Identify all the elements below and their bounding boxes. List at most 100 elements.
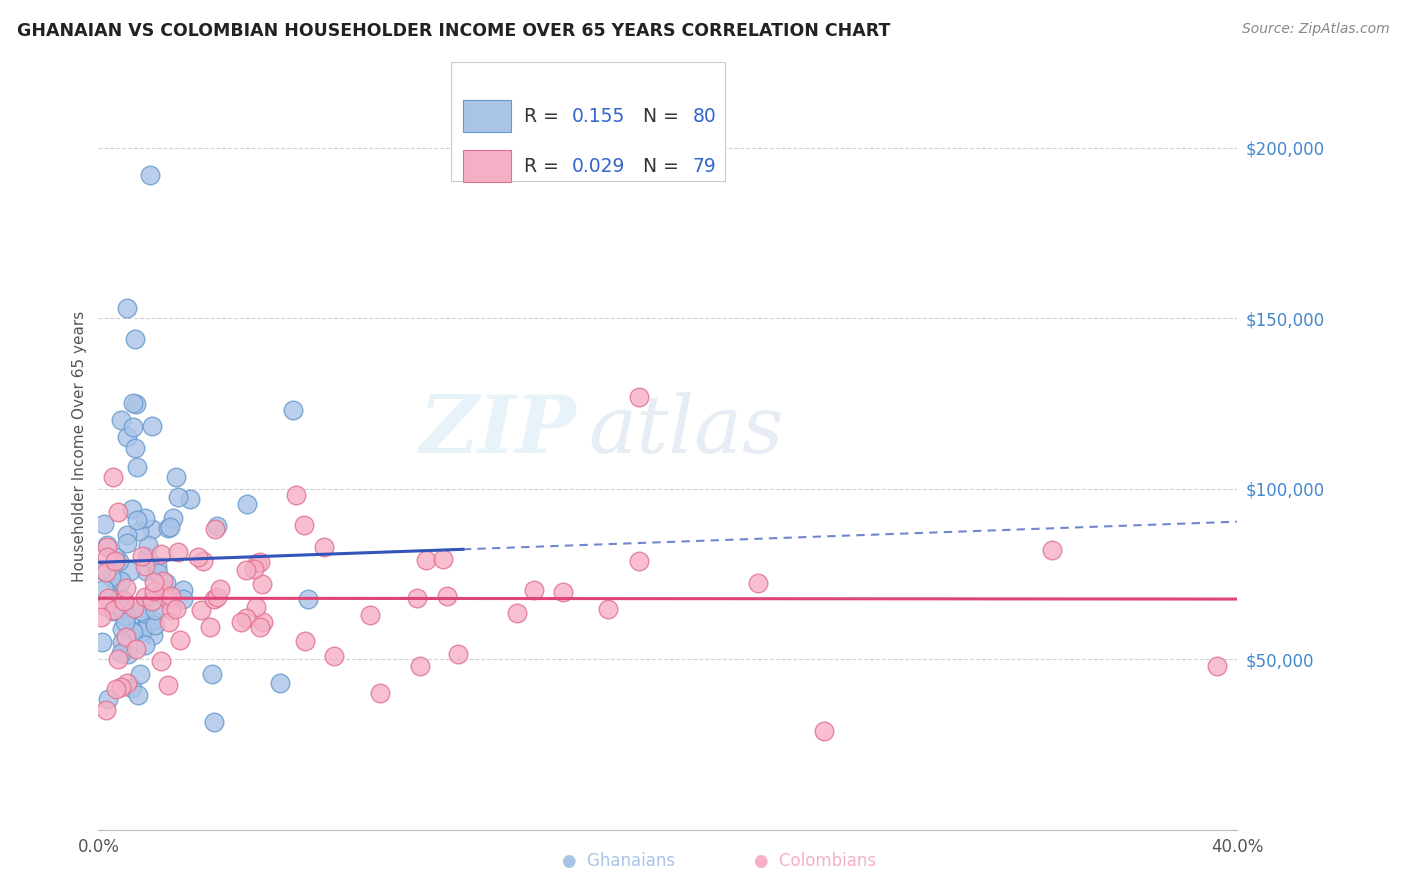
Point — [167, 490, 190, 504]
Point — [93, 582, 115, 596]
Point — [121, 420, 143, 434]
Point — [165, 601, 187, 615]
FancyBboxPatch shape — [463, 100, 510, 132]
Point — [134, 511, 156, 525]
Point — [523, 582, 546, 597]
Point — [165, 470, 187, 484]
Point — [115, 527, 138, 541]
Point — [131, 549, 153, 563]
Point — [152, 587, 174, 601]
Point — [136, 537, 159, 551]
Point — [141, 594, 163, 608]
Point — [114, 615, 136, 630]
Point — [103, 603, 125, 617]
Point — [252, 576, 274, 591]
Point — [269, 676, 291, 690]
Text: 80: 80 — [693, 107, 717, 126]
Point — [131, 624, 153, 638]
Point — [292, 517, 315, 532]
Point — [104, 549, 127, 564]
Point — [125, 397, 148, 411]
Point — [208, 582, 231, 596]
Point — [187, 549, 209, 564]
Point — [90, 610, 112, 624]
Point — [142, 583, 165, 598]
Point — [160, 603, 183, 617]
Point — [111, 622, 134, 636]
Point — [135, 617, 157, 632]
Point — [105, 581, 128, 595]
Point — [231, 615, 253, 629]
Point — [447, 647, 470, 661]
Point — [136, 550, 159, 565]
Point — [198, 620, 221, 634]
Point — [167, 545, 190, 559]
Point — [243, 562, 266, 576]
Text: 79: 79 — [693, 157, 717, 176]
Point — [97, 591, 120, 606]
Point — [93, 517, 115, 532]
Point — [201, 667, 224, 681]
Point — [131, 600, 153, 615]
Point — [202, 714, 225, 729]
Text: Source: ZipAtlas.com: Source: ZipAtlas.com — [1241, 22, 1389, 37]
Text: N =: N = — [631, 157, 685, 176]
Point — [134, 559, 156, 574]
Point — [246, 556, 269, 570]
Text: 0.155: 0.155 — [572, 107, 626, 126]
Point — [141, 418, 163, 433]
Point — [156, 592, 179, 607]
Point — [107, 505, 129, 519]
Point — [138, 168, 160, 182]
Point — [596, 601, 619, 615]
Text: R =: R = — [524, 107, 565, 126]
Text: ●  Colombians: ● Colombians — [755, 852, 876, 870]
Point — [134, 590, 156, 604]
Point — [252, 615, 274, 629]
Point — [159, 520, 181, 534]
Point — [108, 575, 131, 590]
Point — [111, 593, 134, 607]
Point — [110, 635, 132, 649]
Point — [94, 599, 117, 614]
Point — [179, 492, 201, 507]
Point — [359, 608, 381, 623]
Point — [1040, 543, 1063, 558]
Point — [110, 646, 132, 660]
Y-axis label: Householder Income Over 65 years: Householder Income Over 65 years — [72, 310, 87, 582]
Point — [205, 590, 228, 604]
Point — [96, 541, 118, 555]
Point — [135, 564, 157, 578]
Point — [628, 554, 651, 568]
Point — [124, 332, 146, 346]
Point — [117, 648, 139, 662]
Point — [245, 599, 267, 614]
Point — [142, 575, 165, 590]
Point — [127, 688, 149, 702]
Point — [114, 609, 136, 624]
Point — [506, 607, 529, 621]
Point — [235, 563, 257, 577]
Point — [110, 574, 132, 588]
Point — [432, 551, 454, 566]
Point — [120, 564, 142, 578]
Point — [551, 585, 574, 599]
Point — [152, 574, 174, 589]
Point — [297, 592, 319, 607]
Point — [107, 554, 129, 568]
Point — [124, 441, 146, 455]
Text: N =: N = — [631, 107, 685, 126]
Point — [96, 538, 118, 552]
Point — [149, 547, 172, 561]
Point — [121, 681, 143, 695]
Point — [153, 590, 176, 604]
Point — [110, 413, 132, 427]
Point — [127, 513, 149, 527]
Point — [96, 549, 118, 564]
Point — [813, 723, 835, 738]
Point — [283, 403, 305, 417]
Point — [94, 565, 117, 579]
Point — [101, 604, 124, 618]
Point — [90, 634, 112, 648]
Point — [1205, 659, 1227, 673]
